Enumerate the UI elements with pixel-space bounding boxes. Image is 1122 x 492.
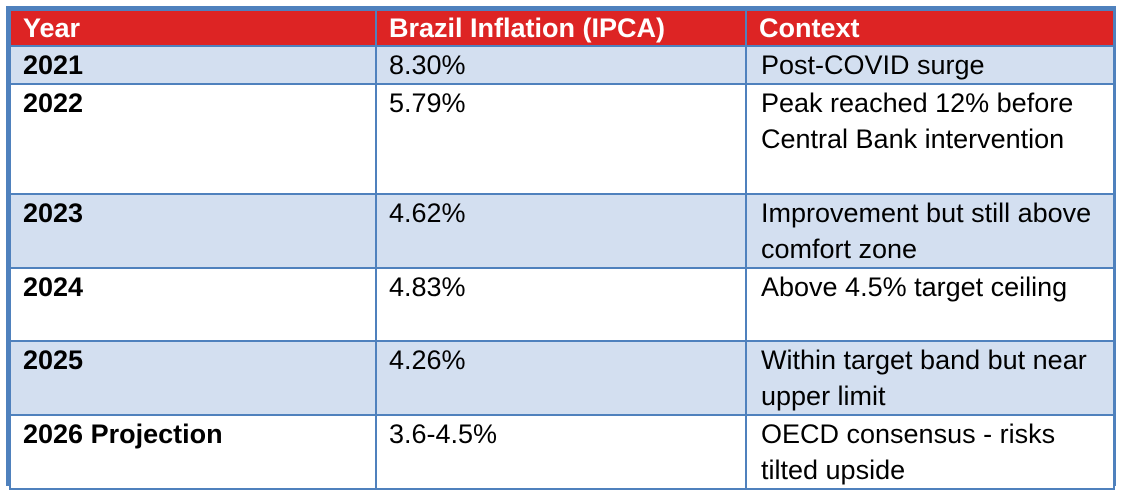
header-context: Context [745, 9, 1115, 47]
header-inflation: Brazil Inflation (IPCA) [375, 9, 747, 47]
inflation-cell: 3.6-4.5% [375, 414, 747, 490]
context-cell: Improvement but still above comfort zone [745, 193, 1115, 269]
year-cell: 2023 [9, 193, 377, 269]
inflation-cell: 4.83% [375, 267, 747, 342]
context-cell: Peak reached 12% before Central Bank int… [745, 83, 1115, 195]
table-row: 2023 4.62% Improvement but still above c… [9, 193, 1115, 269]
context-cell: Post-COVID surge [745, 45, 1115, 85]
header-year: Year [9, 9, 377, 47]
year-cell: 2021 [9, 45, 377, 85]
year-cell: 2026 Projection [9, 414, 377, 490]
inflation-table: Year Brazil Inflation (IPCA) Context 202… [9, 9, 1115, 490]
inflation-cell: 4.26% [375, 340, 747, 416]
inflation-cell: 8.30% [375, 45, 747, 85]
inflation-cell: 5.79% [375, 83, 747, 195]
year-cell: 2024 [9, 267, 377, 342]
context-cell: OECD consensus - risks tilted upside [745, 414, 1115, 490]
table-row: 2021 8.30% Post-COVID surge [9, 45, 1115, 85]
year-cell: 2025 [9, 340, 377, 416]
table-row: 2026 Projection 3.6-4.5% OECD consensus … [9, 414, 1115, 490]
table-row: 2025 4.26% Within target band but near u… [9, 340, 1115, 416]
inflation-table-container: Year Brazil Inflation (IPCA) Context 202… [6, 6, 1116, 490]
year-cell: 2022 [9, 83, 377, 195]
table-row: 2024 4.83% Above 4.5% target ceiling [9, 267, 1115, 342]
context-cell: Within target band but near upper limit [745, 340, 1115, 416]
inflation-cell: 4.62% [375, 193, 747, 269]
header-row: Year Brazil Inflation (IPCA) Context [9, 9, 1115, 47]
table-row: 2022 5.79% Peak reached 12% before Centr… [9, 83, 1115, 195]
context-cell: Above 4.5% target ceiling [745, 267, 1115, 342]
